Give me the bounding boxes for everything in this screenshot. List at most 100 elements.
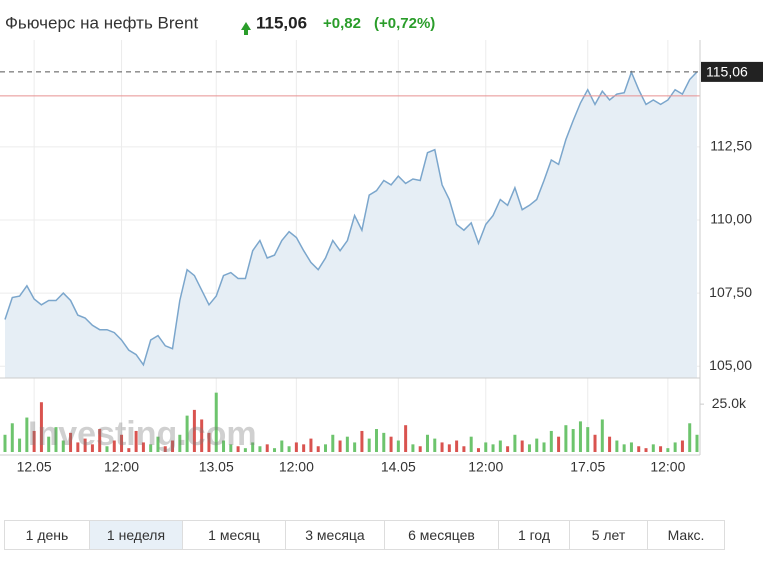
volume-bar	[651, 444, 655, 452]
volume-bar	[418, 446, 422, 452]
volume-bar	[586, 427, 590, 452]
volume-bar	[389, 436, 393, 452]
volume-bar	[644, 448, 648, 452]
range-buttons: 1 день 1 неделя 1 месяц 3 месяца 6 месяцев 1 …	[4, 520, 725, 550]
volume-bar	[265, 444, 269, 452]
price-line	[4, 70, 698, 367]
volume-bar	[294, 442, 298, 452]
last-price: 115,06	[256, 13, 307, 32]
volume-bar	[469, 436, 473, 452]
volume-bar	[171, 440, 175, 452]
volume-bar	[433, 438, 437, 452]
y-tick-label: 105,00	[709, 357, 752, 373]
volume-bar	[112, 440, 116, 452]
x-tick-label: 12:00	[468, 459, 503, 475]
volume-bar	[192, 409, 196, 452]
x-tick-label: 12:00	[650, 459, 685, 475]
volume-bar	[564, 425, 568, 452]
volume-bar	[76, 442, 80, 452]
volume-bar	[491, 444, 495, 452]
volume-bar	[695, 434, 699, 452]
volume-bar	[83, 438, 87, 452]
volume-bar	[90, 444, 94, 452]
volume-bar	[287, 446, 291, 452]
volume-bar	[25, 417, 29, 452]
volume-bar	[178, 434, 182, 452]
x-tick-label: 17.05	[570, 459, 605, 475]
volume-bar	[425, 434, 429, 452]
range-button[interactable]: 3 месяца	[285, 521, 384, 549]
volume-bar	[127, 448, 131, 452]
volume-bar	[353, 442, 357, 452]
volume-bar	[506, 446, 510, 452]
volume-bar	[273, 448, 277, 452]
volume-bar	[680, 440, 684, 452]
volume-bar	[338, 440, 342, 452]
volume-bar	[331, 434, 335, 452]
volume-bar	[207, 432, 211, 452]
volume-bar	[54, 427, 58, 452]
x-tick-label: 12.05	[17, 459, 52, 475]
volume-bar	[32, 430, 36, 452]
range-button[interactable]: 5 лет	[569, 521, 647, 549]
price-label: 115,06	[706, 64, 748, 80]
x-tick-label: 13.05	[199, 459, 234, 475]
volume-bar	[659, 446, 663, 452]
volume-bar	[513, 434, 517, 452]
volume-bar	[47, 436, 51, 452]
volume-bar	[600, 419, 604, 452]
volume-bar	[149, 444, 153, 452]
volume-bar	[324, 444, 328, 452]
volume-bar	[163, 446, 167, 452]
y-tick-label: 107,50	[709, 284, 752, 300]
volume-bar	[258, 446, 262, 452]
volume-bar	[571, 429, 575, 452]
price-label-box	[701, 61, 763, 82]
volume-bar	[69, 432, 73, 452]
volume-bar	[382, 432, 386, 452]
volume-bar	[251, 442, 255, 452]
range-button[interactable]: 1 неделя	[89, 521, 182, 549]
volume-bar	[374, 429, 378, 452]
chart-title: Фьючерс на нефть Brent	[5, 13, 198, 32]
volume-bar	[688, 423, 692, 452]
volume-bar	[527, 444, 531, 452]
volume-bar	[557, 436, 561, 452]
range-button[interactable]: 1 год	[498, 521, 569, 549]
volume-bar	[214, 392, 218, 452]
volume-bar	[455, 440, 459, 452]
volume-bar	[243, 448, 247, 452]
volume-bar	[447, 444, 451, 452]
volume-bar	[367, 438, 371, 452]
volume-bar	[302, 444, 306, 452]
range-button[interactable]: 1 месяц	[182, 521, 285, 549]
price-area	[5, 71, 697, 379]
volume-bar	[61, 440, 65, 452]
x-tick-label: 14.05	[381, 459, 416, 475]
volume-bar	[3, 434, 7, 452]
range-button[interactable]: 6 месяцев	[384, 521, 498, 549]
volume-bar	[18, 438, 22, 452]
range-button[interactable]: 1 день	[5, 521, 89, 549]
volume-bar	[156, 436, 160, 452]
y-tick-label: 112,50	[710, 138, 752, 154]
y2-tick-label: 25.0k	[712, 395, 747, 411]
volume-bar	[316, 446, 320, 452]
volume-bar	[98, 429, 102, 452]
range-button[interactable]: Макс.	[647, 521, 724, 549]
volume-bar	[404, 425, 408, 452]
y-tick-label: 110,00	[710, 211, 752, 227]
volume-bar	[236, 446, 240, 452]
volume-bar	[622, 444, 626, 452]
volume-bar	[666, 448, 670, 452]
volume-bar	[280, 440, 284, 452]
volume-bar	[309, 438, 313, 452]
change-percent: (+0,72%)	[374, 15, 435, 32]
volume-bar	[10, 423, 14, 452]
volume-bar	[535, 438, 539, 452]
volume-bar	[440, 442, 444, 452]
volume-bar	[673, 442, 677, 452]
up-arrow	[241, 22, 251, 35]
volume-bar	[608, 436, 612, 452]
